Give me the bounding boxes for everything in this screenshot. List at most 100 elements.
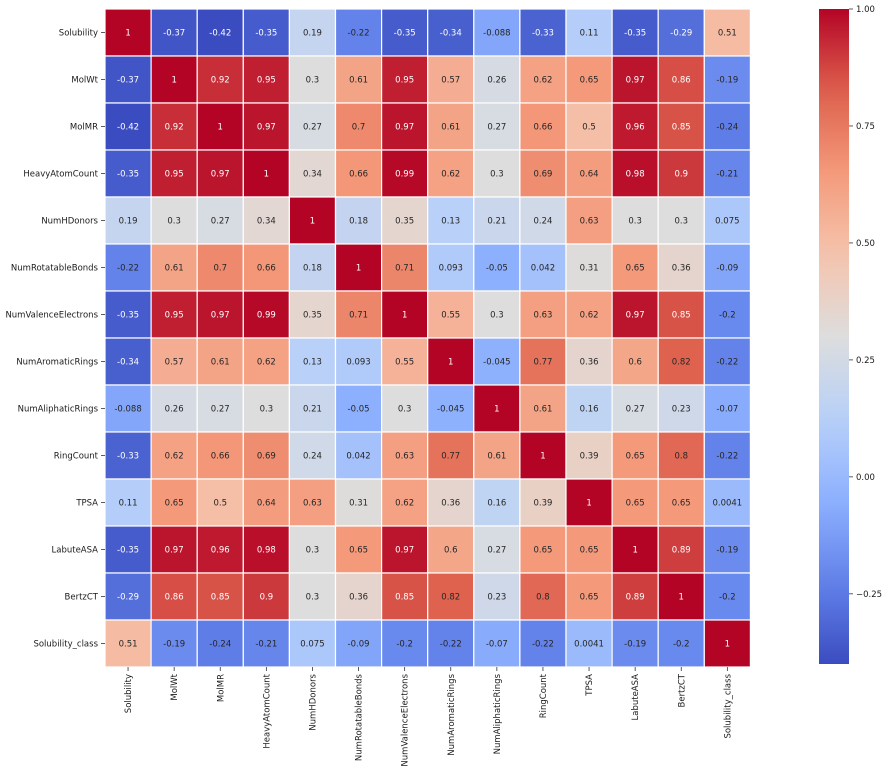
- column-label: RingCount: [539, 673, 549, 718]
- cell-value-label: -0.09: [348, 640, 370, 650]
- cell-value-label: -0.22: [440, 640, 462, 650]
- cell-value-label: -0.34: [440, 29, 462, 39]
- heatmap-cell: [473, 619, 521, 668]
- cell-value-label: 0.97: [626, 76, 645, 86]
- cell-value-label: 0.27: [211, 217, 230, 227]
- cell-value-label: -0.22: [532, 640, 554, 650]
- colorbar-tick-label: −0.25: [856, 590, 882, 600]
- cell-value-label: 0.96: [626, 123, 645, 133]
- cell-value-label: 0.92: [165, 123, 184, 133]
- cell-value-label: 0.075: [715, 217, 739, 227]
- cell-value-label: 0.35: [395, 217, 414, 227]
- cell-value-label: 0.11: [580, 29, 599, 39]
- heatmap-cell: [473, 243, 521, 292]
- cell-value-label: 1: [356, 264, 361, 274]
- heatmap-cell: [334, 55, 383, 104]
- cell-value-label: 0.65: [626, 499, 645, 509]
- row-label: RingCount: [54, 452, 99, 462]
- heatmap-cell: [703, 572, 751, 621]
- cell-value-label: 0.6: [628, 358, 642, 368]
- cell-value-label: 0.075: [300, 640, 324, 650]
- cell-value-label: -0.22: [117, 264, 139, 274]
- heatmap-cell: [703, 384, 751, 433]
- cell-value-label: 0.86: [672, 76, 691, 86]
- heatmap-cell: [104, 290, 152, 339]
- row-label: NumHDonors: [41, 217, 98, 227]
- cell-value-label: 0.82: [441, 593, 460, 603]
- cell-value-label: 0.3: [490, 170, 504, 180]
- heatmap-cell: [196, 525, 244, 574]
- heatmap-cell: [427, 55, 475, 104]
- cell-value-label: 1: [586, 499, 591, 509]
- cell-value-label: 0.51: [119, 640, 138, 650]
- heatmap-cell: [334, 619, 383, 668]
- cell-value-label: -0.33: [117, 452, 139, 462]
- cell-value-label: 1: [725, 640, 730, 650]
- heatmap-cell: [150, 8, 198, 57]
- cell-value-label: -0.22: [716, 452, 738, 462]
- row-label: BertzCT: [65, 593, 99, 603]
- heatmap-cell: [242, 337, 291, 386]
- heatmap-cell: [381, 619, 429, 668]
- cell-value-label: 0.98: [257, 546, 276, 556]
- heatmap-cell: [703, 149, 751, 198]
- cell-value-label: 0.65: [626, 264, 645, 274]
- heatmap-cell: [427, 478, 475, 527]
- heatmap-cell: [334, 525, 383, 574]
- cell-value-label: 0.61: [165, 264, 184, 274]
- cell-value-label: 0.66: [257, 264, 276, 274]
- cell-value-label: 0.36: [349, 593, 368, 603]
- heatmap-cell: [427, 8, 475, 57]
- cell-value-label: 0.57: [165, 358, 184, 368]
- heatmap-cell: [196, 149, 244, 198]
- cell-value-label: 0.16: [580, 405, 599, 415]
- cell-value-label: -0.2: [719, 311, 736, 321]
- cell-value-label: 0.71: [395, 264, 414, 274]
- colorbar: 1.00 0.75 0.50 0.25 0.00 −0.25: [819, 5, 882, 664]
- heatmap-cell: [657, 619, 705, 668]
- column-label: Solubility: [124, 674, 134, 713]
- cell-value-label: 1: [310, 217, 315, 227]
- heatmap-cell: [381, 384, 429, 433]
- cell-value-label: 0.61: [441, 123, 460, 133]
- cell-value-label: 0.5: [582, 123, 596, 133]
- heatmap-cell: [519, 196, 567, 245]
- cell-value-label: 0.89: [626, 593, 645, 603]
- colorbar-tick-label: 1.00: [856, 5, 875, 15]
- heatmap-cell: [196, 196, 244, 245]
- row-label: NumAliphaticRings: [18, 405, 99, 415]
- heatmap-cell: [334, 243, 383, 292]
- heatmap-cell: [288, 55, 337, 104]
- cell-value-label: 0.27: [487, 546, 506, 556]
- heatmap-cell: [427, 102, 475, 151]
- heatmap-cell: [565, 384, 613, 433]
- cell-value-label: 0.9: [674, 170, 688, 180]
- column-label: HeavyAtomCount: [262, 673, 272, 748]
- cell-value-label: 0.23: [487, 593, 506, 603]
- column-label: NumRotatableBonds: [355, 673, 365, 761]
- cell-value-label: 0.63: [580, 217, 599, 227]
- heatmap-cell: [334, 337, 383, 386]
- row-label: NumRotatableBonds: [11, 264, 99, 274]
- colorbar-tick-label: 0.00: [856, 473, 875, 483]
- heatmap-cell: [473, 55, 521, 104]
- heatmap-cell: [196, 243, 244, 292]
- colorbar-tick-label: 0.50: [856, 239, 875, 249]
- cell-value-label: -0.29: [670, 29, 692, 39]
- cell-value-label: 0.34: [303, 170, 322, 180]
- heatmap-cell: [611, 525, 659, 574]
- cell-value-label: 0.65: [349, 546, 368, 556]
- cell-value-label: 0.8: [674, 452, 688, 462]
- heatmap-cell: [150, 243, 198, 292]
- cell-value-label: -0.34: [117, 358, 139, 368]
- column-label: NumAliphaticRings: [493, 673, 503, 754]
- column-labels: Solubility MolWt MolMR HeavyAtomCount NumHDo…: [124, 667, 733, 767]
- cell-value-label: 0.39: [533, 499, 552, 509]
- cell-value-label: 0.23: [672, 405, 691, 415]
- cell-value-label: 0.65: [626, 452, 645, 462]
- cell-value-label: 0.19: [303, 29, 322, 39]
- column-label: BertzCT: [677, 673, 687, 707]
- heatmap-cell: [657, 572, 705, 621]
- cell-value-label: 0.093: [439, 264, 463, 274]
- cell-value-label: 0.3: [167, 217, 181, 227]
